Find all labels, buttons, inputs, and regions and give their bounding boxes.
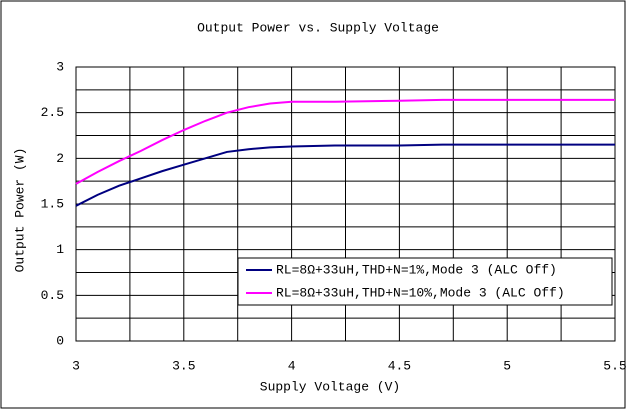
x-tick-label: 3.5 [172,358,195,373]
legend-label: RL=8Ω+33uH,THD+N=10%,Mode 3 (ALC Off) [276,285,565,300]
x-axis-label: Supply Voltage (V) [260,379,400,394]
y-tick-label: 0 [56,333,64,348]
y-tick-label: 2.5 [41,105,64,120]
x-tick-label: 5 [503,358,511,373]
y-tick-label: 1.5 [41,196,64,211]
y-tick-label: 3 [56,59,64,74]
y-tick-label: 0.5 [41,288,64,303]
legend-label: RL=8Ω+33uH,THD+N=1%,Mode 3 (ALC Off) [276,262,557,277]
chart-title: Output Power vs. Supply Voltage [197,20,439,35]
x-tick-label: 4.5 [388,358,411,373]
series-line [75,143,615,207]
x-tick-label: 5.5 [603,358,626,373]
x-tick-label: 4 [288,358,296,373]
y-axis-label: Output Power (W) [12,148,27,273]
y-tick-label: 1 [56,242,64,257]
y-tick-label: 2 [56,151,64,166]
legend-box [237,257,613,306]
series-line [75,98,615,185]
x-tick-label: 3 [72,358,80,373]
